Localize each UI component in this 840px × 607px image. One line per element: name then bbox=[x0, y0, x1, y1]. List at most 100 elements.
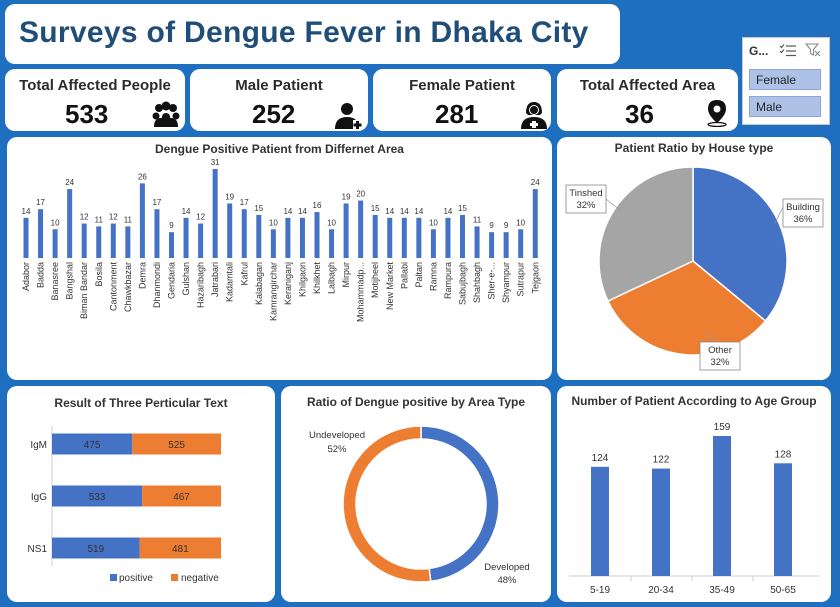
x-tick-label: Tejgaon bbox=[530, 262, 540, 294]
x-tick-label: Pallabi bbox=[399, 262, 409, 289]
chart-title: Number of Patient According to Age Group bbox=[571, 394, 817, 408]
x-tick-label: Sutrapur bbox=[516, 262, 526, 297]
x-tick-label: Bosila bbox=[94, 262, 104, 287]
area-bar bbox=[38, 209, 44, 258]
age-bar bbox=[652, 468, 670, 576]
x-tick-label: Sher-e-... bbox=[487, 262, 497, 300]
slicer-option-female[interactable]: Female bbox=[749, 69, 821, 90]
positive-bar bbox=[52, 433, 133, 455]
x-tick-label: Khilgaon bbox=[297, 262, 307, 297]
y-tick-label: IgM bbox=[30, 440, 47, 451]
x-tick-label: Motijheel bbox=[370, 262, 380, 298]
area-bar bbox=[460, 214, 465, 258]
bar-data-label: 31 bbox=[211, 158, 220, 167]
x-tick-label: Chawkbazar bbox=[123, 262, 133, 312]
bar-data-label: 9 bbox=[169, 221, 174, 230]
x-tick-label: Badda bbox=[36, 262, 46, 288]
bar-data-label: 15 bbox=[458, 204, 467, 213]
bar-data-label: 519 bbox=[88, 544, 105, 555]
area-bar bbox=[139, 183, 145, 258]
slice-percent-label: 48% bbox=[497, 575, 517, 586]
x-tick-label: Biman Bandar bbox=[79, 262, 89, 319]
area-bar-chart-card: Dengue Positive Patient from Differnet A… bbox=[7, 137, 552, 380]
kpi-card-female: Female Patient 281 bbox=[373, 69, 551, 131]
donut-slice bbox=[420, 425, 500, 583]
x-tick-label: Adabor bbox=[21, 262, 31, 291]
x-tick-label: Jatrabari bbox=[210, 262, 220, 297]
bar-data-label: 14 bbox=[298, 207, 307, 216]
data-callout-box bbox=[699, 341, 741, 371]
slice-label: Undeveloped bbox=[309, 430, 365, 441]
area-bar bbox=[285, 217, 291, 258]
area-bar bbox=[503, 232, 509, 258]
bar-data-label: 12 bbox=[109, 213, 118, 222]
area-bar bbox=[489, 232, 495, 258]
age-bar bbox=[713, 436, 731, 576]
clear-filter-icon[interactable] bbox=[805, 43, 821, 57]
area-bar bbox=[81, 223, 87, 258]
area-bar bbox=[212, 169, 218, 258]
bar-data-label: 475 bbox=[84, 440, 101, 451]
area-type-donut-card: Ratio of Dengue positive by Area Type De… bbox=[281, 386, 551, 602]
chart-title: Patient Ratio by House type bbox=[614, 141, 774, 155]
slicer-option-male[interactable]: Male bbox=[749, 96, 821, 117]
age-group-chart-card: Number of Patient According to Age Group… bbox=[557, 386, 831, 602]
multi-select-icon[interactable] bbox=[779, 43, 797, 57]
bar-data-label: 11 bbox=[95, 215, 104, 224]
area-bar bbox=[430, 229, 436, 258]
x-tick-label: Lalbagh bbox=[327, 262, 337, 294]
x-tick-label: Mohammadp... bbox=[356, 262, 366, 322]
bar-data-label: 122 bbox=[653, 455, 670, 466]
area-bar bbox=[198, 223, 204, 258]
x-tick-label: Kalabagan bbox=[254, 262, 264, 305]
slice-label: Other bbox=[708, 345, 732, 356]
x-tick-label: Khilkhet bbox=[312, 262, 322, 295]
bar-data-label: 10 bbox=[327, 218, 336, 227]
gender-slicer: G... Female Male bbox=[742, 37, 830, 125]
bar-data-label: 10 bbox=[429, 218, 438, 227]
bar-data-label: 9 bbox=[504, 221, 509, 230]
area-bar bbox=[358, 200, 364, 258]
area-bar bbox=[532, 189, 538, 258]
kpi-card-total-area: Total Affected Area 36 bbox=[557, 69, 738, 131]
leader-line bbox=[605, 198, 622, 212]
area-bar bbox=[314, 212, 320, 258]
people-group-icon bbox=[152, 101, 180, 127]
x-tick-label: 50-65 bbox=[770, 585, 796, 596]
leader-line bbox=[706, 330, 716, 343]
bar-data-label: 124 bbox=[592, 453, 609, 464]
bar-data-label: 14 bbox=[414, 207, 423, 216]
x-tick-label: Paltan bbox=[414, 262, 424, 288]
title-card: Surveys of Dengue Fever in Dhaka City bbox=[5, 4, 620, 64]
legend-swatch-negative bbox=[171, 574, 178, 581]
age-bar bbox=[774, 463, 792, 576]
bar-data-label: 14 bbox=[443, 207, 452, 216]
bar-data-label: 14 bbox=[400, 207, 409, 216]
x-tick-label: Kadamtali bbox=[225, 262, 235, 302]
donut-slice bbox=[342, 425, 432, 583]
bar-data-label: 15 bbox=[371, 204, 380, 213]
x-tick-label: 35-49 bbox=[709, 585, 735, 596]
slice-label: Developed bbox=[484, 562, 529, 573]
bar-data-label: 14 bbox=[22, 207, 31, 216]
kpi-label: Total Affected People bbox=[19, 77, 171, 94]
bar-data-label: 12 bbox=[80, 213, 89, 222]
pie-slice bbox=[606, 260, 767, 356]
legend-label: positive bbox=[119, 573, 153, 584]
x-tick-label: 20-34 bbox=[648, 585, 674, 596]
bar-data-label: 24 bbox=[65, 178, 74, 187]
test-result-stacked-bar-chart: IgM 475 525 IgG 533 467 NS1 519 481 positive negat… bbox=[28, 426, 221, 584]
bar-data-label: 159 bbox=[714, 422, 731, 433]
slice-percent-label: 52% bbox=[327, 444, 347, 455]
map-pin-icon bbox=[707, 100, 727, 127]
area-bar bbox=[110, 223, 116, 258]
x-tick-label: Sabujbagh bbox=[458, 262, 468, 305]
page-title: Surveys of Dengue Fever in Dhaka City bbox=[19, 16, 589, 49]
area-bar bbox=[401, 217, 407, 258]
slice-label: Building bbox=[786, 202, 820, 213]
x-tick-label: Kamrangirchar bbox=[268, 262, 278, 321]
kpi-value: 281 bbox=[435, 99, 479, 129]
chart-title: Result of Three Perticular Text bbox=[54, 396, 228, 410]
bar-data-label: 17 bbox=[152, 198, 161, 207]
